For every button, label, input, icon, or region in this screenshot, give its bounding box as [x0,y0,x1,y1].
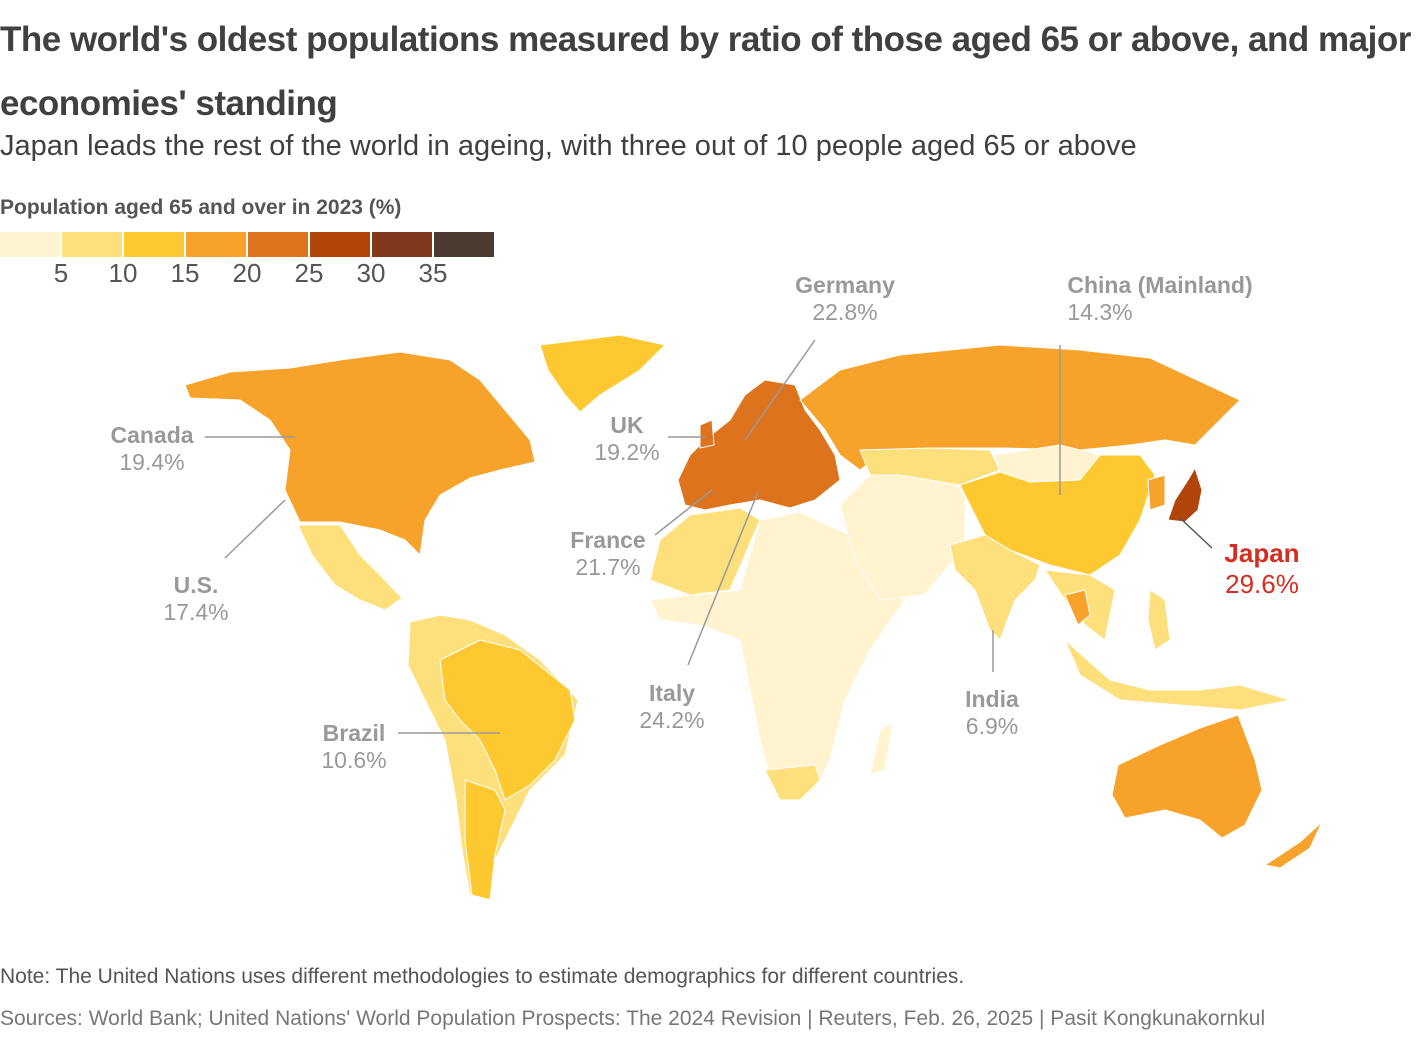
country-name: UK [610,412,644,438]
chart-title: The world's oldest populations measured … [0,20,1411,123]
leader-france [654,489,713,536]
legend-swatch [434,232,494,257]
legend-swatch [62,232,122,257]
country-name: France [570,527,646,553]
country-name: Japan [1224,538,1300,568]
legend-tick: 35 [418,258,448,288]
region-madagascar [869,721,894,776]
legend-swatch [186,232,246,257]
country-name: Italy [648,680,696,706]
label-india: India 6.9% [965,686,1019,740]
region-japan [1167,467,1203,523]
region-thailand [1064,589,1091,626]
legend-tick: 10 [108,258,138,288]
legend-swatch [124,232,184,257]
country-name: U.S. [173,572,219,598]
region-north-america [184,351,536,556]
country-value: 29.6% [1225,569,1299,599]
country-name: Germany [795,272,895,298]
country-value: 19.2% [594,439,660,465]
region-europe [677,379,841,511]
legend-tick: 25 [294,258,324,288]
legend-swatch [0,232,60,257]
country-value: 21.7% [575,554,641,580]
country-name: China (Mainland) [1067,272,1253,298]
region-south-africa [764,764,821,801]
leader-lines [205,339,1213,734]
label-germany: Germany 22.8% [795,272,895,326]
label-uk: UK 19.2% [594,412,659,466]
label-italy: Italy 24.2% [639,680,704,734]
region-australia [1111,714,1263,839]
label-china: China (Mainland) 14.3% [1067,272,1252,326]
legend-title: Population aged 65 and over in 2023 (%) [0,196,402,219]
legend-tick: 20 [232,258,262,288]
region-korea [1147,474,1166,511]
country-name: Canada [110,422,194,448]
country-value: 19.4% [119,449,185,475]
region-brazil [439,639,576,801]
country-value: 10.6% [321,747,387,773]
country-value: 22.8% [812,299,878,325]
footnote: Note: The United Nations uses different … [0,965,965,988]
leader-japan [1179,517,1213,549]
region-central-asia [859,447,1001,486]
legend-tick: 15 [170,258,200,288]
label-japan: Japan 29.6% [1224,538,1299,600]
chart-subtitle: Japan leads the rest of the world in age… [0,130,1137,162]
region-new-zealand [1264,821,1323,869]
region-greenland [539,334,666,413]
leader-us [224,499,286,559]
region-indonesia [1064,639,1291,711]
legend-tick: 5 [53,258,69,288]
label-france: France 21.7% [570,527,645,581]
region-africa [649,511,906,801]
region-uk [699,419,715,449]
source-credit: Sources: World Bank; United Nations' Wor… [0,1007,1266,1030]
legend-swatch [310,232,370,257]
legend-tick: 30 [356,258,386,288]
country-value: 17.4% [163,599,229,625]
country-value: 24.2% [639,707,705,733]
leader-germany [744,339,816,441]
legend-ticks: 5 10 15 20 25 30 35 [0,258,500,292]
region-russia [799,344,1241,471]
color-legend [0,232,494,257]
country-name: India [965,686,1019,712]
region-southern-cone [464,779,506,901]
label-brazil: Brazil 10.6% [321,720,386,774]
leader-italy [687,491,759,666]
country-value: 6.9% [965,713,1019,739]
region-mexico [297,524,403,611]
label-canada: Canada 19.4% [110,422,193,476]
label-us: U.S. 17.4% [163,572,228,626]
country-name: Brazil [322,720,386,746]
region-india [949,534,1041,641]
legend-swatch [372,232,432,257]
region-philippines [1147,589,1171,651]
legend-swatch [248,232,308,257]
country-value: 14.3% [1067,299,1133,325]
